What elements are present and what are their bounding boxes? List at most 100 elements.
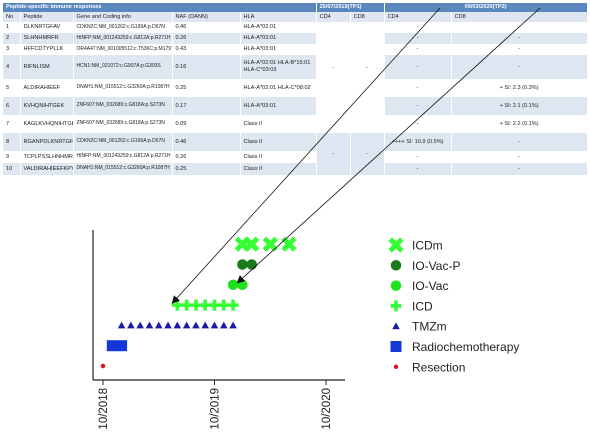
marker-shape xyxy=(182,321,191,329)
cell-peptide: SLHNHMRFR xyxy=(20,33,74,44)
cell-tp2-cd4: - xyxy=(384,79,452,97)
marker-shape xyxy=(390,300,402,312)
cell-tp2-cd8: - xyxy=(451,33,588,44)
cell-no: 1 xyxy=(3,22,21,33)
x-tick-label: 10/2019 xyxy=(210,388,222,430)
marker-shape xyxy=(100,363,106,369)
marker-shape xyxy=(136,321,144,329)
marker-shape xyxy=(237,259,248,270)
column-header: CD8 xyxy=(350,12,385,22)
legend-marker-tmzm xyxy=(392,322,400,330)
cell-naf: 0.43 xyxy=(172,44,241,55)
cell-naf: 0.17 xyxy=(172,97,241,115)
table-row: 3 HFFCDTYPLLK OR4A47:NM_001005512:c.T536… xyxy=(3,44,588,55)
marker-shape xyxy=(199,299,211,311)
cell-peptide: RIFNLISM xyxy=(20,55,74,79)
marker-shape xyxy=(392,322,400,330)
cell-naf: 0.25 xyxy=(172,79,241,97)
marker-shape xyxy=(393,364,399,370)
cell-hla: Class II xyxy=(240,115,317,133)
cell-tp2-cd8: - xyxy=(451,163,588,175)
marker-shape xyxy=(116,340,128,352)
point-tmzm xyxy=(229,321,237,329)
cell-gene: OR4A47:NM_001005512:c.T536C:p.M179T xyxy=(73,44,173,55)
cell-tp2-cd4: ++++ SI: 10.9 (0.5%) xyxy=(384,133,452,151)
x-tick-label: 10/2018 xyxy=(98,388,110,430)
table-row: 8 RGANPDLKNRTGFAVIH CDKN2C:NM_001262:c.G… xyxy=(3,133,588,175)
cell-naf: 0.09 xyxy=(172,115,241,133)
cell-tp2-cd8: - xyxy=(451,44,588,55)
legend-marker-icdm xyxy=(388,237,404,253)
legend-marker-radiochemotherapy xyxy=(390,341,402,352)
table-row: 6 KVHQNIHTGEK ZNF607:NM_032689:c.G818A:p… xyxy=(3,97,588,115)
point-icdm xyxy=(281,236,297,252)
column-header: CD8 xyxy=(451,12,588,22)
tp1-empty-cell xyxy=(316,115,385,133)
cell-hla: HLA-A*03:01 xyxy=(240,44,317,55)
legend-marker-icd xyxy=(390,300,402,312)
cell-no: 3 xyxy=(3,44,21,55)
legend-marker-io-vac xyxy=(390,280,402,291)
marker-shape xyxy=(164,321,172,329)
cell-peptide: TCPLPSSLHNHMRFHS xyxy=(20,151,74,163)
timepoint-arrow xyxy=(236,7,541,284)
table-row: 7 KAGLKVHQNIHTGEKPH ZNF607:NM_032689:c.G… xyxy=(3,115,588,133)
cell-gene: HCN1:NM_021072:c.G907A:p.G303S xyxy=(73,55,173,79)
point-tmzm xyxy=(201,321,209,329)
cell-tp2-cd4: - xyxy=(384,44,452,55)
cell-tp2-cd8: + SI: 2.2 (0.1%) xyxy=(451,115,588,133)
cell-tp2-cd4: - xyxy=(384,55,452,79)
cell-naf: 0.16 xyxy=(172,55,241,79)
point-tmzm xyxy=(164,321,172,329)
marker-shape xyxy=(388,237,404,253)
column-header: CD4 xyxy=(384,12,452,22)
legend-marker-resection xyxy=(393,364,399,370)
cell-hla: HLA-A*03:01 xyxy=(240,33,317,44)
cell-peptide: ALDIRAHIEEF xyxy=(20,79,74,97)
point-tmzm xyxy=(210,321,219,329)
cell-hla: HLA-A*03:01 xyxy=(240,97,317,115)
cell-hla: HLA-A*02:01 HLA-C*08:02 xyxy=(240,79,317,97)
cell-peptide: VALDIRAHIEEFKPYI xyxy=(20,163,74,175)
marker-shape xyxy=(154,321,163,329)
column-header: CD4 xyxy=(316,12,351,22)
point-tmzm xyxy=(145,321,154,329)
tp2-header: 09/03/2020(TP2) xyxy=(384,3,588,12)
point-tmzm xyxy=(220,321,228,329)
cell-naf: 0.25 xyxy=(172,163,241,175)
marker-shape xyxy=(209,299,220,311)
legend-label-tmzm: TMZm xyxy=(412,320,447,334)
point-icd xyxy=(218,299,230,311)
marker-shape xyxy=(227,299,239,311)
table-row: 9 TCPLPSSLHNHMRFHS HINFP:NM_001243259:c.… xyxy=(3,151,588,163)
cell-tp2-cd8: - xyxy=(451,133,588,151)
point-icdm xyxy=(262,236,278,252)
cell-tp2-cd8: + SI: 2.3 (0.3%) xyxy=(451,79,588,97)
point-tmzm xyxy=(117,321,126,329)
cell-no: 4 xyxy=(3,55,21,79)
cell-peptide: KVHQNIHTGEK xyxy=(20,97,74,115)
immune-response-table: Peptide-specific immune responses 25/07/… xyxy=(3,3,588,175)
marker-shape xyxy=(262,236,278,252)
table-title-row: Peptide-specific immune responses 25/07/… xyxy=(3,3,588,12)
timepoint-arrow xyxy=(171,7,441,304)
cell-no: 6 xyxy=(3,97,21,115)
point-tmzm xyxy=(192,321,200,329)
legend-label-io-vac: IO-Vac xyxy=(412,279,448,293)
point-icd xyxy=(199,299,211,311)
point-tmzm xyxy=(136,321,144,329)
legend-marker-io-vac-p xyxy=(390,260,402,271)
marker-shape xyxy=(218,299,230,311)
marker-shape xyxy=(190,299,202,311)
cell-gene: ZNF607:NM_032689:c.G818A:p.S273N xyxy=(73,115,173,133)
table-row: 5 ALDIRAHIEEF DNAH1:NM_015512:c.G3260A:p… xyxy=(3,79,588,97)
point-io-vac xyxy=(227,279,239,291)
marker-shape xyxy=(390,341,402,352)
table-title: Peptide-specific immune responses xyxy=(3,3,317,12)
table-header-row: No Peptide Gene and Coding info NAF (DAN… xyxy=(3,12,588,22)
cell-hla: HLA-A*02:01 xyxy=(240,22,317,33)
cell-peptide: HFFCDTYPLLK xyxy=(20,44,74,55)
point-tmzm xyxy=(154,321,163,329)
cell-tp2-cd8: - xyxy=(451,151,588,163)
